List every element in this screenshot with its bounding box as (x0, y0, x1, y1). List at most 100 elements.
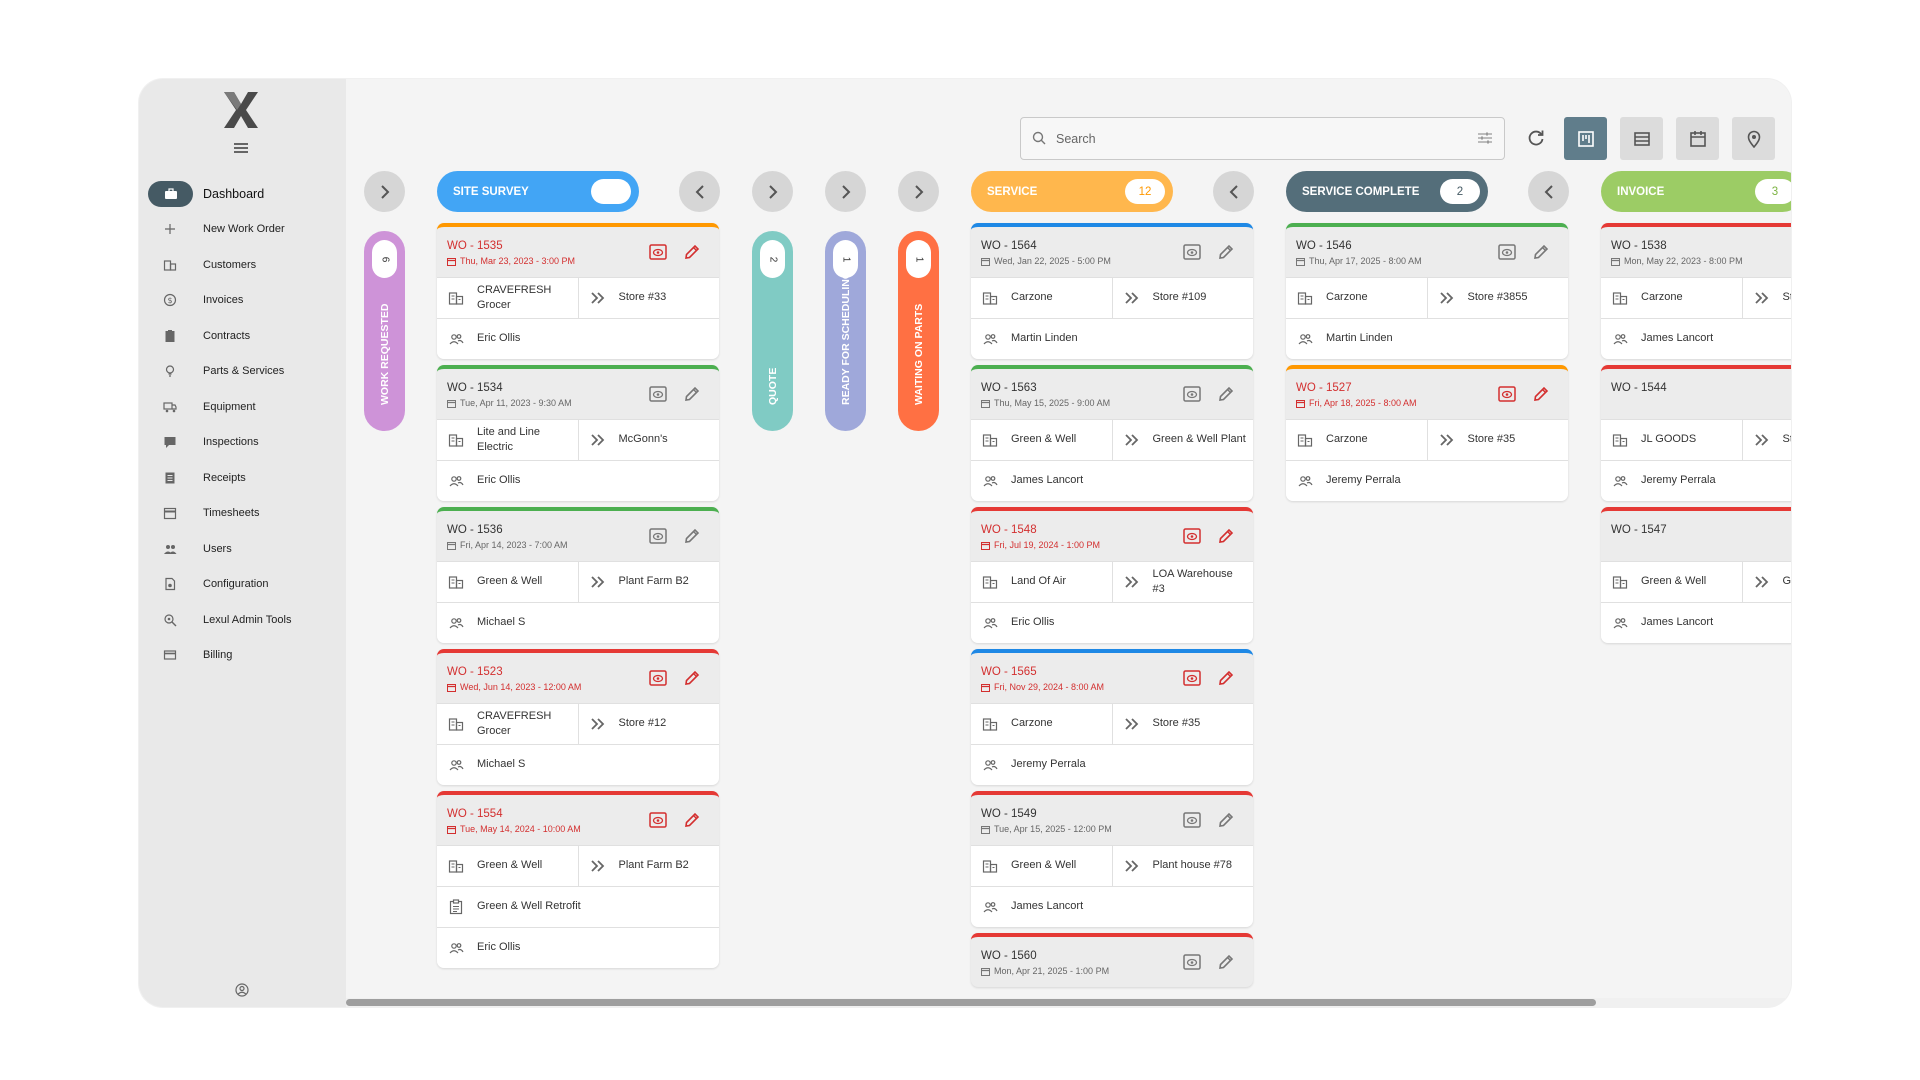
location-cell[interactable]: Gr Pl (1741, 562, 1791, 602)
assignee-cell[interactable]: Eric Ollis (437, 319, 719, 359)
sidebar-item-contracts[interactable]: Contracts (139, 318, 346, 354)
customer-cell[interactable]: Green & Well (1601, 562, 1742, 602)
sidebar-item-billing[interactable]: Billing (139, 638, 346, 674)
work-order-card[interactable]: WO - 1563 Thu, May 15, 2025 - 9:00 AM Gree… (971, 365, 1253, 501)
edit-icon[interactable] (1217, 385, 1235, 403)
work-order-card[interactable]: WO - 1549 Tue, Apr 15, 2025 - 12:00 PM Gre… (971, 791, 1253, 927)
edit-icon[interactable] (1217, 669, 1235, 687)
location-cell[interactable]: Plant Farm B2 (577, 562, 720, 602)
location-cell[interactable]: St (1741, 278, 1791, 318)
edit-icon[interactable] (1217, 243, 1235, 261)
location-cell[interactable]: Store #35 (1111, 704, 1254, 744)
account-icon[interactable] (235, 983, 249, 997)
sidebar-item-configuration[interactable]: Configuration (139, 567, 346, 603)
sidebar-item-receipts[interactable]: Receipts (139, 460, 346, 496)
horizontal-scrollbar[interactable] (346, 998, 1791, 1007)
view-icon[interactable] (649, 812, 667, 828)
edit-icon[interactable] (683, 669, 701, 687)
customer-cell[interactable]: CRAVEFRESH Grocer (437, 704, 578, 744)
assignee-cell[interactable]: Eric Ollis (437, 461, 719, 501)
expand-ready-for-scheduling-button[interactable] (825, 171, 866, 212)
customer-cell[interactable]: Carzone (971, 704, 1112, 744)
column-site-survey-header[interactable]: SITE SURVEY 11 (437, 171, 639, 212)
sidebar-item-invoices[interactable]: $ Invoices (139, 283, 346, 319)
sidebar-item-users[interactable]: Users (139, 531, 346, 567)
work-order-card[interactable]: WO - 1535 Thu, Mar 23, 2023 - 3:00 PM CRAV… (437, 223, 719, 359)
assignee-cell[interactable]: James Lancort (971, 887, 1253, 927)
contract-cell[interactable]: Green & Well Retrofit (437, 887, 719, 927)
view-icon[interactable] (1183, 386, 1201, 402)
view-icon[interactable] (649, 244, 667, 260)
sidebar-item-customers[interactable]: Customers (139, 247, 346, 283)
assignee-cell[interactable]: Eric Ollis (971, 603, 1253, 643)
view-icon[interactable] (1183, 528, 1201, 544)
customer-cell[interactable]: Green & Well (971, 846, 1112, 886)
location-cell[interactable]: Store #3855 (1426, 278, 1569, 318)
collapse-service-complete-button[interactable] (1528, 171, 1569, 212)
work-order-card[interactable]: WO - 1548 Fri, Jul 19, 2024 - 1:00 PM Land… (971, 507, 1253, 643)
column-ready-for-scheduling-collapsed[interactable]: 1 READY FOR SCHEDULING (825, 231, 866, 431)
expand-work-requested-button[interactable] (364, 171, 405, 212)
assignee-cell[interactable]: Jeremy Perrala (1286, 461, 1568, 501)
calendar-view-button[interactable] (1676, 117, 1719, 160)
filter-icon[interactable] (1477, 131, 1493, 145)
column-service-complete-header[interactable]: SERVICE COMPLETE 2 (1286, 171, 1488, 212)
customer-cell[interactable]: JL GOODS (1601, 420, 1742, 460)
view-icon[interactable] (1498, 244, 1516, 260)
column-work-requested-collapsed[interactable]: 6 WORK REQUESTED (364, 231, 405, 431)
assignee-cell[interactable]: Jeremy Perrala (971, 745, 1253, 785)
expand-quote-button[interactable] (752, 171, 793, 212)
sidebar-item-parts-services[interactable]: Parts & Services (139, 354, 346, 390)
assignee-cell[interactable]: Eric Ollis (437, 928, 719, 968)
assignee-cell[interactable]: Michael S (437, 745, 719, 785)
assignee-cell[interactable]: Jeremy Perrala (1601, 461, 1791, 501)
scrollbar-thumb[interactable] (346, 999, 1596, 1006)
work-order-card[interactable]: WO - 1527 Fri, Apr 18, 2025 - 8:00 AM Carz… (1286, 365, 1568, 501)
sidebar-item-lexul-admin-tools[interactable]: Lexul Admin Tools (139, 602, 346, 638)
location-cell[interactable]: St (1741, 420, 1791, 460)
location-cell[interactable]: Plant house #78 (1111, 846, 1254, 886)
column-service-header[interactable]: SERVICE 12 (971, 171, 1173, 212)
view-icon[interactable] (1183, 670, 1201, 686)
location-cell[interactable]: Store #35 (1426, 420, 1569, 460)
board-view-button[interactable] (1564, 117, 1607, 160)
edit-icon[interactable] (1532, 243, 1550, 261)
collapse-service-button[interactable] (1213, 171, 1254, 212)
work-order-card[interactable]: WO - 1554 Tue, May 14, 2024 - 10:00 AM Gre… (437, 791, 719, 968)
edit-icon[interactable] (683, 811, 701, 829)
customer-cell[interactable]: Carzone (1601, 278, 1742, 318)
location-cell[interactable]: Plant Farm B2 (577, 846, 720, 886)
view-icon[interactable] (649, 386, 667, 402)
work-order-card[interactable]: WO - 1564 Wed, Jan 22, 2025 - 5:00 PM Carz… (971, 223, 1253, 359)
edit-icon[interactable] (1217, 811, 1235, 829)
assignee-cell[interactable]: James Lancort (1601, 319, 1791, 359)
refresh-icon[interactable] (1525, 127, 1547, 149)
customer-cell[interactable]: Green & Well (437, 846, 578, 886)
work-order-card[interactable]: WO - 1536 Fri, Apr 14, 2023 - 7:00 AM Gree… (437, 507, 719, 643)
work-order-card[interactable]: WO - 1523 Wed, Jun 14, 2023 - 12:00 AM CRA… (437, 649, 719, 785)
work-order-card[interactable]: WO - 1534 Tue, Apr 11, 2023 - 9:30 AM Lite… (437, 365, 719, 501)
location-cell[interactable]: Green & Well Plant (1111, 420, 1254, 460)
customer-cell[interactable]: Green & Well (437, 562, 578, 602)
view-icon[interactable] (649, 528, 667, 544)
work-order-card[interactable]: WO - 1538 Mon, May 22, 2023 - 8:00 PM Carz… (1601, 223, 1791, 359)
column-invoice-header[interactable]: INVOICE 3 (1601, 171, 1791, 212)
assignee-cell[interactable]: James Lancort (1601, 603, 1791, 643)
column-quote-collapsed[interactable]: 2 QUOTE (752, 231, 793, 431)
assignee-cell[interactable]: Michael S (437, 603, 719, 643)
customer-cell[interactable]: Lite and Line Electric (437, 420, 578, 460)
sidebar-item-equipment[interactable]: Equipment (139, 389, 346, 425)
location-cell[interactable]: Store #33 (577, 278, 720, 318)
work-order-card[interactable]: WO - 1544 JL GOODS St Jeremy Perrala (1601, 365, 1791, 501)
column-waiting-on-parts-collapsed[interactable]: 1 WAITING ON PARTS (898, 231, 939, 431)
app-logo[interactable] (221, 90, 261, 130)
sidebar-item-inspections[interactable]: Inspections (139, 425, 346, 461)
sidebar-item-dashboard[interactable]: Dashboard (139, 176, 346, 212)
location-cell[interactable]: McGonn's (577, 420, 720, 460)
customer-cell[interactable]: Carzone (1286, 278, 1427, 318)
work-order-card[interactable]: WO - 1547 Green & Well Gr Pl James Lancort (1601, 507, 1791, 643)
collapse-site-survey-button[interactable] (679, 171, 720, 212)
menu-toggle-icon[interactable] (234, 143, 248, 153)
map-view-button[interactable] (1732, 117, 1775, 160)
assignee-cell[interactable]: James Lancort (971, 461, 1253, 501)
